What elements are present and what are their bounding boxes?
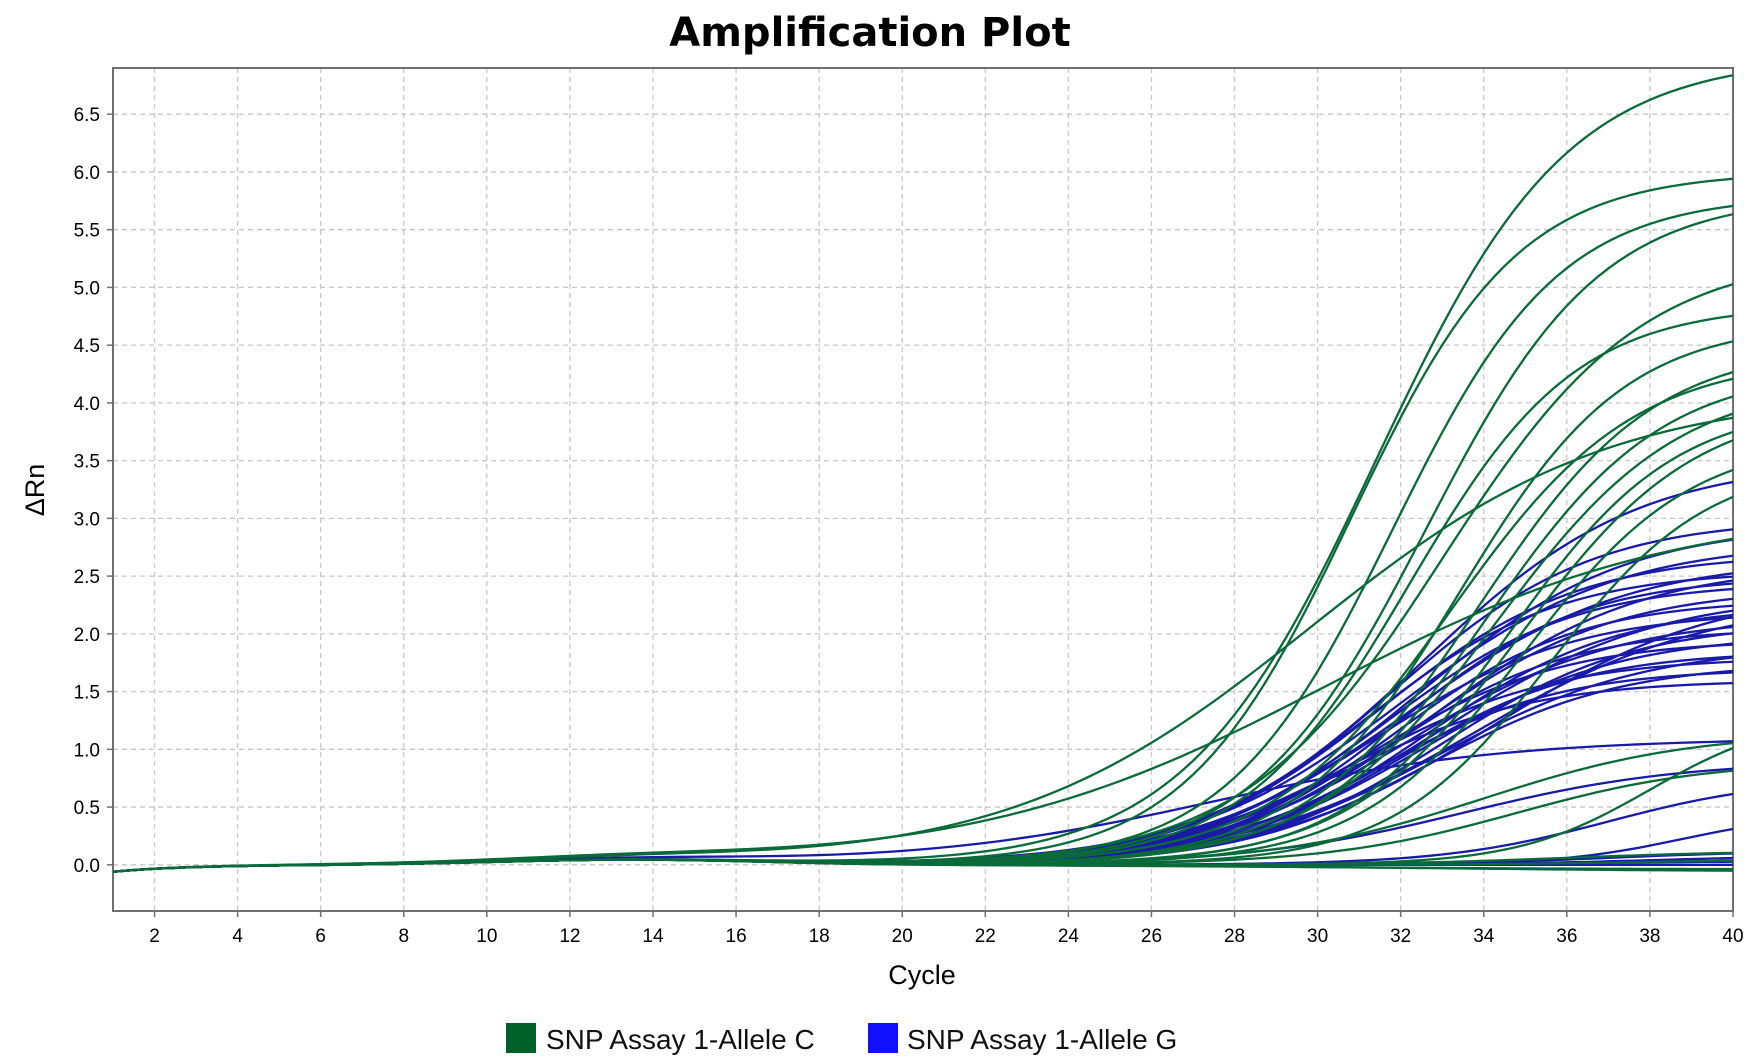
allele-g-curve [113, 655, 1733, 873]
amplification-curves [113, 74, 1733, 873]
y-tick-label: 1.5 [74, 683, 100, 704]
x-tick-label: 32 [1390, 926, 1411, 947]
legend-label-allele-g: SNP Assay 1-Allele G [907, 1024, 1177, 1055]
y-tick-label: 0.0 [74, 856, 100, 877]
grid-lines [113, 68, 1734, 911]
allele-c-curve [113, 495, 1733, 873]
x-tick-label: 34 [1473, 926, 1495, 947]
x-axis-ticks: 2 4 6 8 10 12 14 16 18 20 22 24 26 28 30 32 34 36 38 40 [149, 911, 1744, 947]
x-tick-label: 18 [809, 926, 830, 947]
y-tick-label: 4.0 [74, 394, 100, 415]
y-axis-label: ΔRn [20, 464, 50, 517]
x-tick-label: 30 [1307, 926, 1328, 947]
y-tick-label: 5.0 [74, 278, 100, 299]
x-tick-label: 8 [398, 926, 409, 947]
allele-g-curve [113, 671, 1733, 873]
x-tick-label: 24 [1058, 926, 1080, 947]
y-tick-label: 5.5 [74, 221, 100, 242]
x-tick-label: 6 [315, 926, 326, 947]
y-tick-label: 6.0 [74, 163, 100, 184]
legend-swatch-allele-c [506, 1023, 536, 1053]
allele-c-curve [113, 412, 1733, 873]
y-tick-label: 2.5 [74, 567, 100, 588]
y-tick-label: 6.5 [74, 105, 100, 126]
allele-c-curve [113, 537, 1733, 873]
x-tick-label: 2 [149, 926, 160, 947]
y-tick-label: 3.0 [74, 509, 100, 530]
y-tick-label: 1.0 [74, 740, 100, 761]
x-tick-label: 4 [232, 926, 243, 947]
allele-c-curve [113, 283, 1733, 873]
allele-c-curve [113, 377, 1733, 873]
chart-title: Amplification Plot [669, 10, 1070, 56]
x-tick-label: 38 [1639, 926, 1660, 947]
legend-swatch-allele-g [868, 1023, 898, 1053]
allele-c-curve [113, 314, 1733, 873]
allele-c-curve [113, 74, 1733, 873]
x-tick-label: 22 [975, 926, 996, 947]
x-tick-label: 40 [1722, 926, 1743, 947]
x-tick-label: 16 [726, 926, 747, 947]
x-tick-label: 10 [476, 926, 497, 947]
allele-c-curve [113, 858, 1733, 873]
allele-c-curve [113, 177, 1733, 873]
allele-c-curve [113, 204, 1733, 873]
allele-g-curve [113, 624, 1733, 873]
allele-c-curve [113, 746, 1733, 873]
x-tick-label: 36 [1556, 926, 1577, 947]
x-tick-label: 14 [642, 926, 664, 947]
y-tick-label: 4.5 [74, 336, 100, 357]
x-tick-label: 26 [1141, 926, 1162, 947]
plot-area-frame [112, 67, 1734, 912]
chart-legend: SNP Assay 1-Allele C SNP Assay 1-Allele … [506, 1023, 1177, 1055]
y-tick-label: 2.0 [74, 625, 100, 646]
x-tick-label: 20 [892, 926, 913, 947]
legend-label-allele-c: SNP Assay 1-Allele C [546, 1024, 815, 1055]
y-tick-label: 3.5 [74, 452, 100, 473]
x-tick-label: 12 [559, 926, 580, 947]
y-axis-ticks: 0.0 0.5 1.0 1.5 2.0 2.5 3.0 3.5 4.0 4.5 5.0 5.5 6.0 6… [74, 105, 113, 877]
x-tick-label: 28 [1224, 926, 1245, 947]
x-axis-label: Cycle [888, 960, 956, 990]
y-tick-label: 0.5 [74, 798, 100, 819]
allele-g-curve [113, 579, 1733, 873]
